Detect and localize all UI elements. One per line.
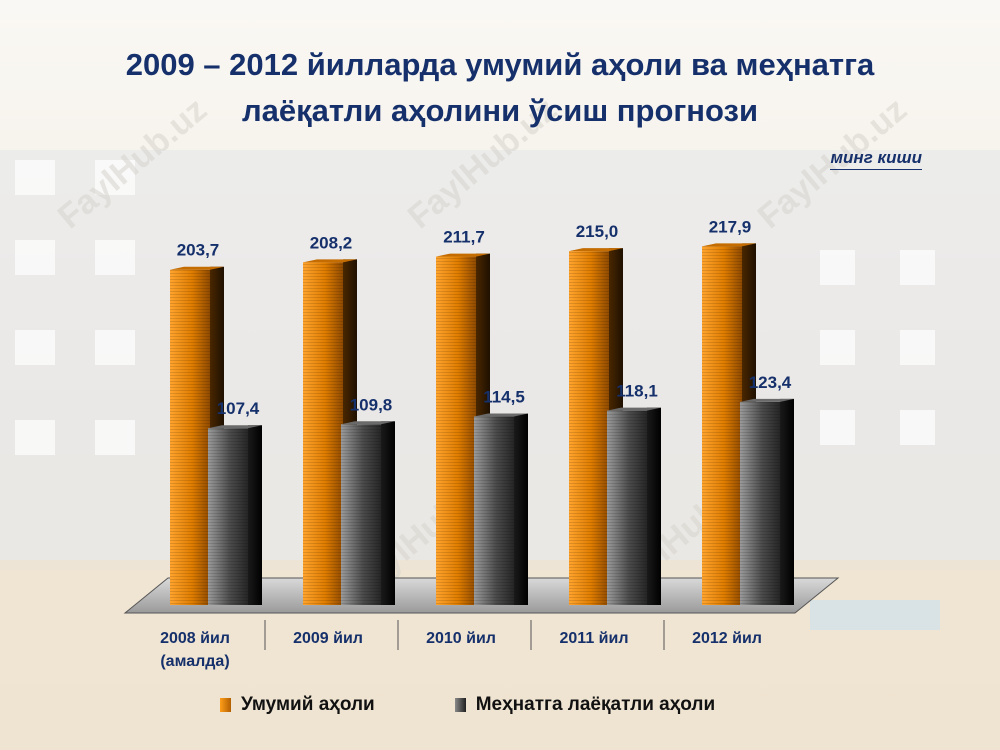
x-tick-label-0: 2008 йил (амалда) [160, 630, 230, 670]
data-label-total-1: 208,2 [310, 233, 353, 252]
bar-texture [607, 410, 647, 605]
bar-top [569, 248, 623, 252]
bar-top [170, 266, 224, 270]
data-label-working-4: 123,4 [749, 373, 792, 392]
bar-side [780, 398, 794, 605]
x-tick-label-line: 2010 йил [426, 630, 496, 647]
bar-side [514, 413, 528, 605]
x-tick-label-line: 2011 йил [560, 630, 629, 647]
data-label-total-0: 203,7 [177, 241, 220, 260]
legend-swatch-gray [454, 698, 466, 712]
x-tick-label-line: 2009 йил [293, 630, 363, 647]
bar-working-4 [740, 398, 794, 605]
bar-top [607, 407, 661, 411]
legend: Умумий аҳоли Меҳнатга лаёқатли аҳоли [220, 694, 715, 716]
bar-texture [474, 416, 514, 605]
bar-working-1 [341, 421, 395, 605]
x-tick-label-line: 2008 йил [160, 630, 230, 647]
x-tick-label-line: (амалда) [160, 653, 229, 670]
bar-texture [170, 269, 210, 605]
bar-top [740, 398, 794, 402]
bar-top [702, 243, 756, 247]
data-label-working-2: 114,5 [483, 388, 525, 407]
chart-title: 2009 – 2012 йилларда умумий аҳоли ва меҳ… [0, 42, 1000, 134]
bar-top [303, 259, 357, 263]
bar-texture [208, 428, 248, 605]
bar-top [436, 253, 490, 257]
data-label-total-3: 215,0 [576, 222, 619, 241]
bar-top [341, 421, 395, 425]
bar-working-2 [474, 413, 528, 605]
data-label-total-4: 217,9 [709, 217, 752, 236]
bar-total-1 [303, 259, 357, 605]
x-tick-label-3: 2011 йил [560, 630, 629, 647]
x-tick-label-4: 2012 йил [692, 630, 762, 647]
bar-side [647, 407, 661, 605]
bar-working-0 [208, 425, 262, 605]
x-tick-label-1: 2009 йил [293, 630, 363, 647]
data-label-working-3: 118,1 [616, 382, 658, 401]
data-label-working-0: 107,4 [217, 399, 260, 418]
bar-texture [740, 401, 780, 605]
x-tick-label-2: 2010 йил [426, 630, 496, 647]
bar-working-3 [607, 407, 661, 605]
bar-total-0 [170, 266, 224, 605]
bar-total-2 [436, 253, 490, 605]
unit-label: минг киши [830, 148, 922, 170]
bar-top [474, 413, 528, 417]
bar-top [208, 425, 262, 429]
bar-texture [303, 262, 343, 605]
chart-title-line1: 2009 – 2012 йилларда умумий аҳоли ва меҳ… [125, 47, 875, 82]
bar-side [381, 421, 395, 605]
bar-texture [569, 251, 609, 606]
bar-texture [341, 424, 381, 605]
data-label-working-1: 109,8 [350, 395, 393, 414]
bar-texture [436, 256, 476, 605]
legend-item-total: Умумий аҳоли [220, 694, 375, 716]
legend-label-total: Умумий аҳоли [241, 694, 375, 715]
bar-texture [702, 246, 742, 605]
legend-label-working: Меҳнатга лаёқатли аҳоли [475, 694, 716, 715]
data-label-total-2: 211,7 [443, 228, 485, 247]
x-tick-label-line: 2012 йил [692, 630, 762, 647]
chart-title-line2: лаёқатли аҳолини ўсиш прогнози [241, 93, 759, 128]
legend-item-working: Меҳнатга лаёқатли аҳоли [454, 694, 716, 716]
bar-side [248, 425, 262, 605]
legend-swatch-orange [220, 698, 231, 712]
